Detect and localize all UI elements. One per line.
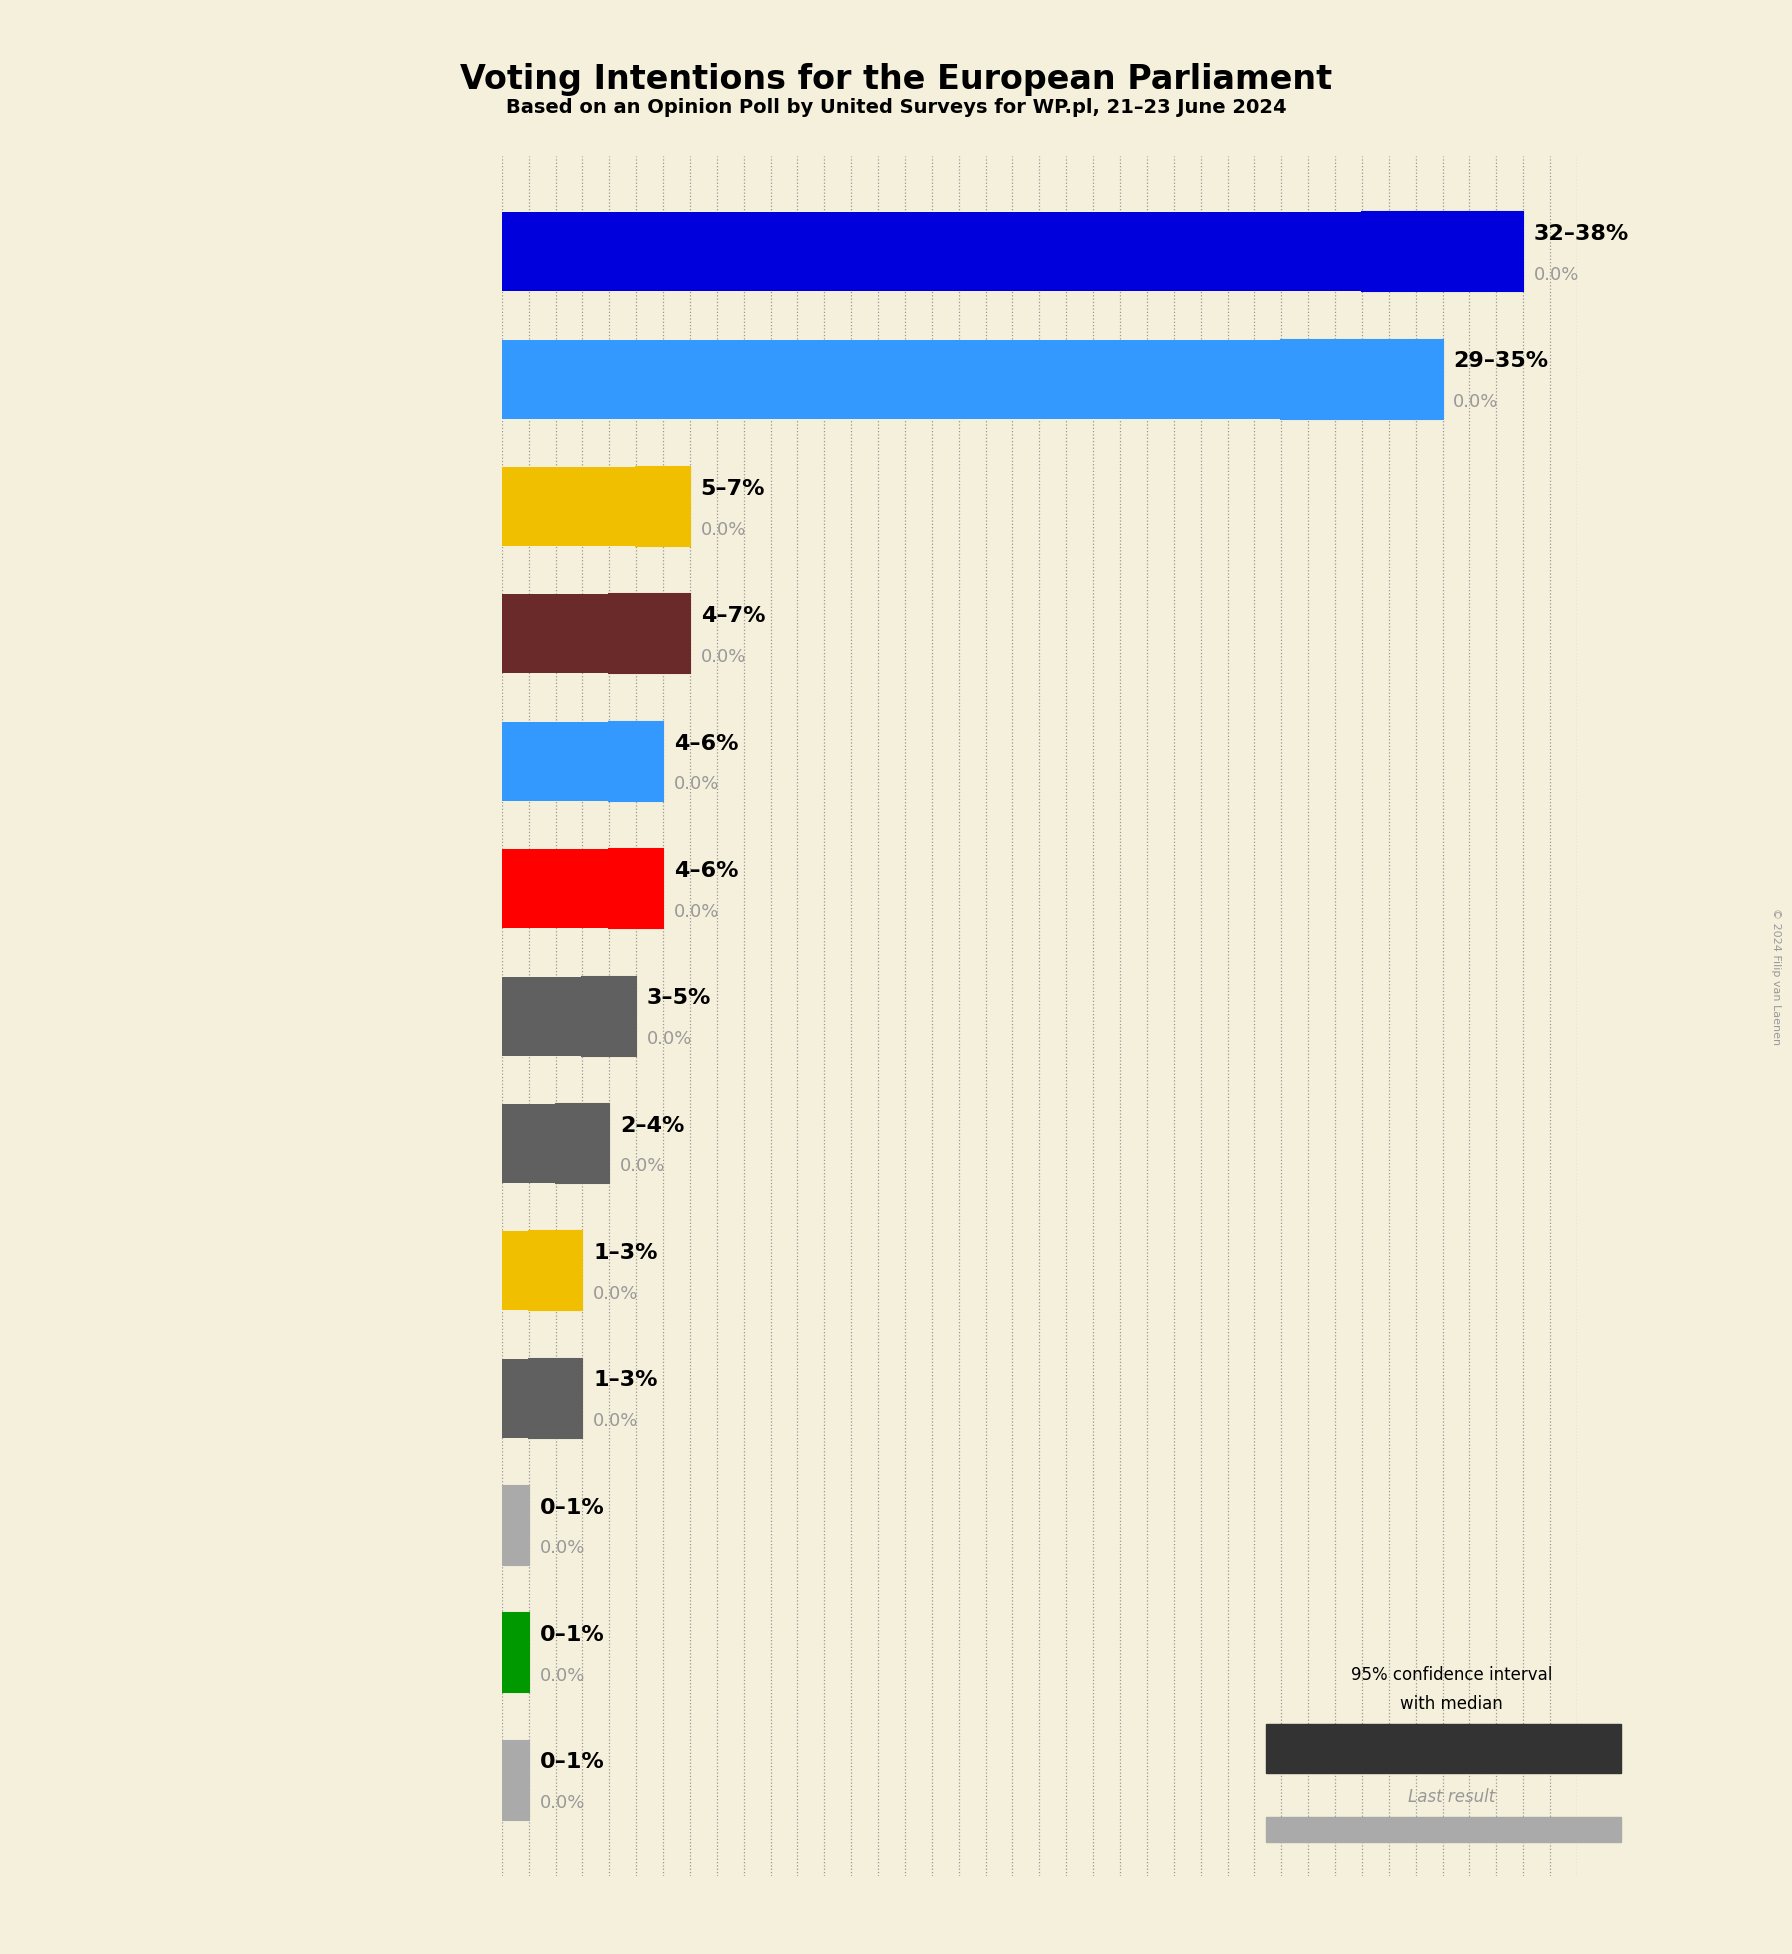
Bar [1484,1723,1622,1774]
Bar [502,213,1362,291]
Bar [502,1231,529,1311]
Bar [502,977,582,1055]
Bar [502,1741,529,1819]
Text: 5–7%: 5–7% [701,479,765,498]
Bar [502,721,609,801]
Text: 0.0%: 0.0% [701,649,745,666]
Bar [1267,1817,1622,1841]
Text: © 2024 Filip van Laenen: © 2024 Filip van Laenen [1770,909,1781,1045]
Bar [609,721,663,801]
Bar [502,340,1281,418]
Bar [556,1104,609,1182]
Text: 0.0%: 0.0% [593,1284,638,1303]
Bar [502,467,636,545]
Text: 29–35%: 29–35% [1453,352,1548,371]
Text: 0.0%: 0.0% [701,520,745,539]
Bar [502,1104,556,1182]
Bar [502,594,609,674]
Bar [609,850,663,928]
Bar [502,1614,529,1692]
Bar [582,977,636,1055]
Bar [609,594,690,674]
Text: 0.0%: 0.0% [647,1030,692,1047]
Text: 0.0%: 0.0% [620,1157,665,1176]
Text: 3–5%: 3–5% [647,989,711,1008]
Bar [1267,1723,1484,1774]
Bar [502,850,609,928]
Text: 0.0%: 0.0% [674,776,719,793]
Text: 4–6%: 4–6% [674,862,738,881]
Text: 4–7%: 4–7% [701,606,765,625]
Text: 32–38%: 32–38% [1534,225,1629,244]
Text: 0.0%: 0.0% [1534,266,1579,283]
Bar [502,1358,529,1438]
Text: 0–1%: 0–1% [539,1626,604,1645]
Text: 0.0%: 0.0% [593,1413,638,1430]
Bar [636,467,690,545]
Text: 0.0%: 0.0% [674,903,719,920]
Text: 0.0%: 0.0% [539,1794,584,1811]
Text: 1–3%: 1–3% [593,1243,658,1262]
Text: 0.0%: 0.0% [1453,393,1498,410]
Text: 4–6%: 4–6% [674,733,738,754]
Bar [1281,340,1443,418]
Text: with median: with median [1400,1696,1503,1714]
Text: Based on an Opinion Poll by United Surveys for WP.pl, 21–23 June 2024: Based on an Opinion Poll by United Surve… [505,98,1287,117]
Text: 95% confidence interval: 95% confidence interval [1351,1665,1552,1684]
Text: 0.0%: 0.0% [539,1540,584,1557]
Text: 0.0%: 0.0% [539,1667,584,1684]
Bar [1362,213,1523,291]
Text: Voting Intentions for the European Parliament: Voting Intentions for the European Parli… [461,63,1331,96]
Bar [529,1231,582,1311]
Text: 0–1%: 0–1% [539,1497,604,1518]
Bar [502,1487,529,1565]
Text: Last result: Last result [1409,1788,1495,1805]
Text: 2–4%: 2–4% [620,1116,685,1135]
Text: 1–3%: 1–3% [593,1370,658,1391]
Bar [529,1358,582,1438]
Text: 0–1%: 0–1% [539,1753,604,1772]
